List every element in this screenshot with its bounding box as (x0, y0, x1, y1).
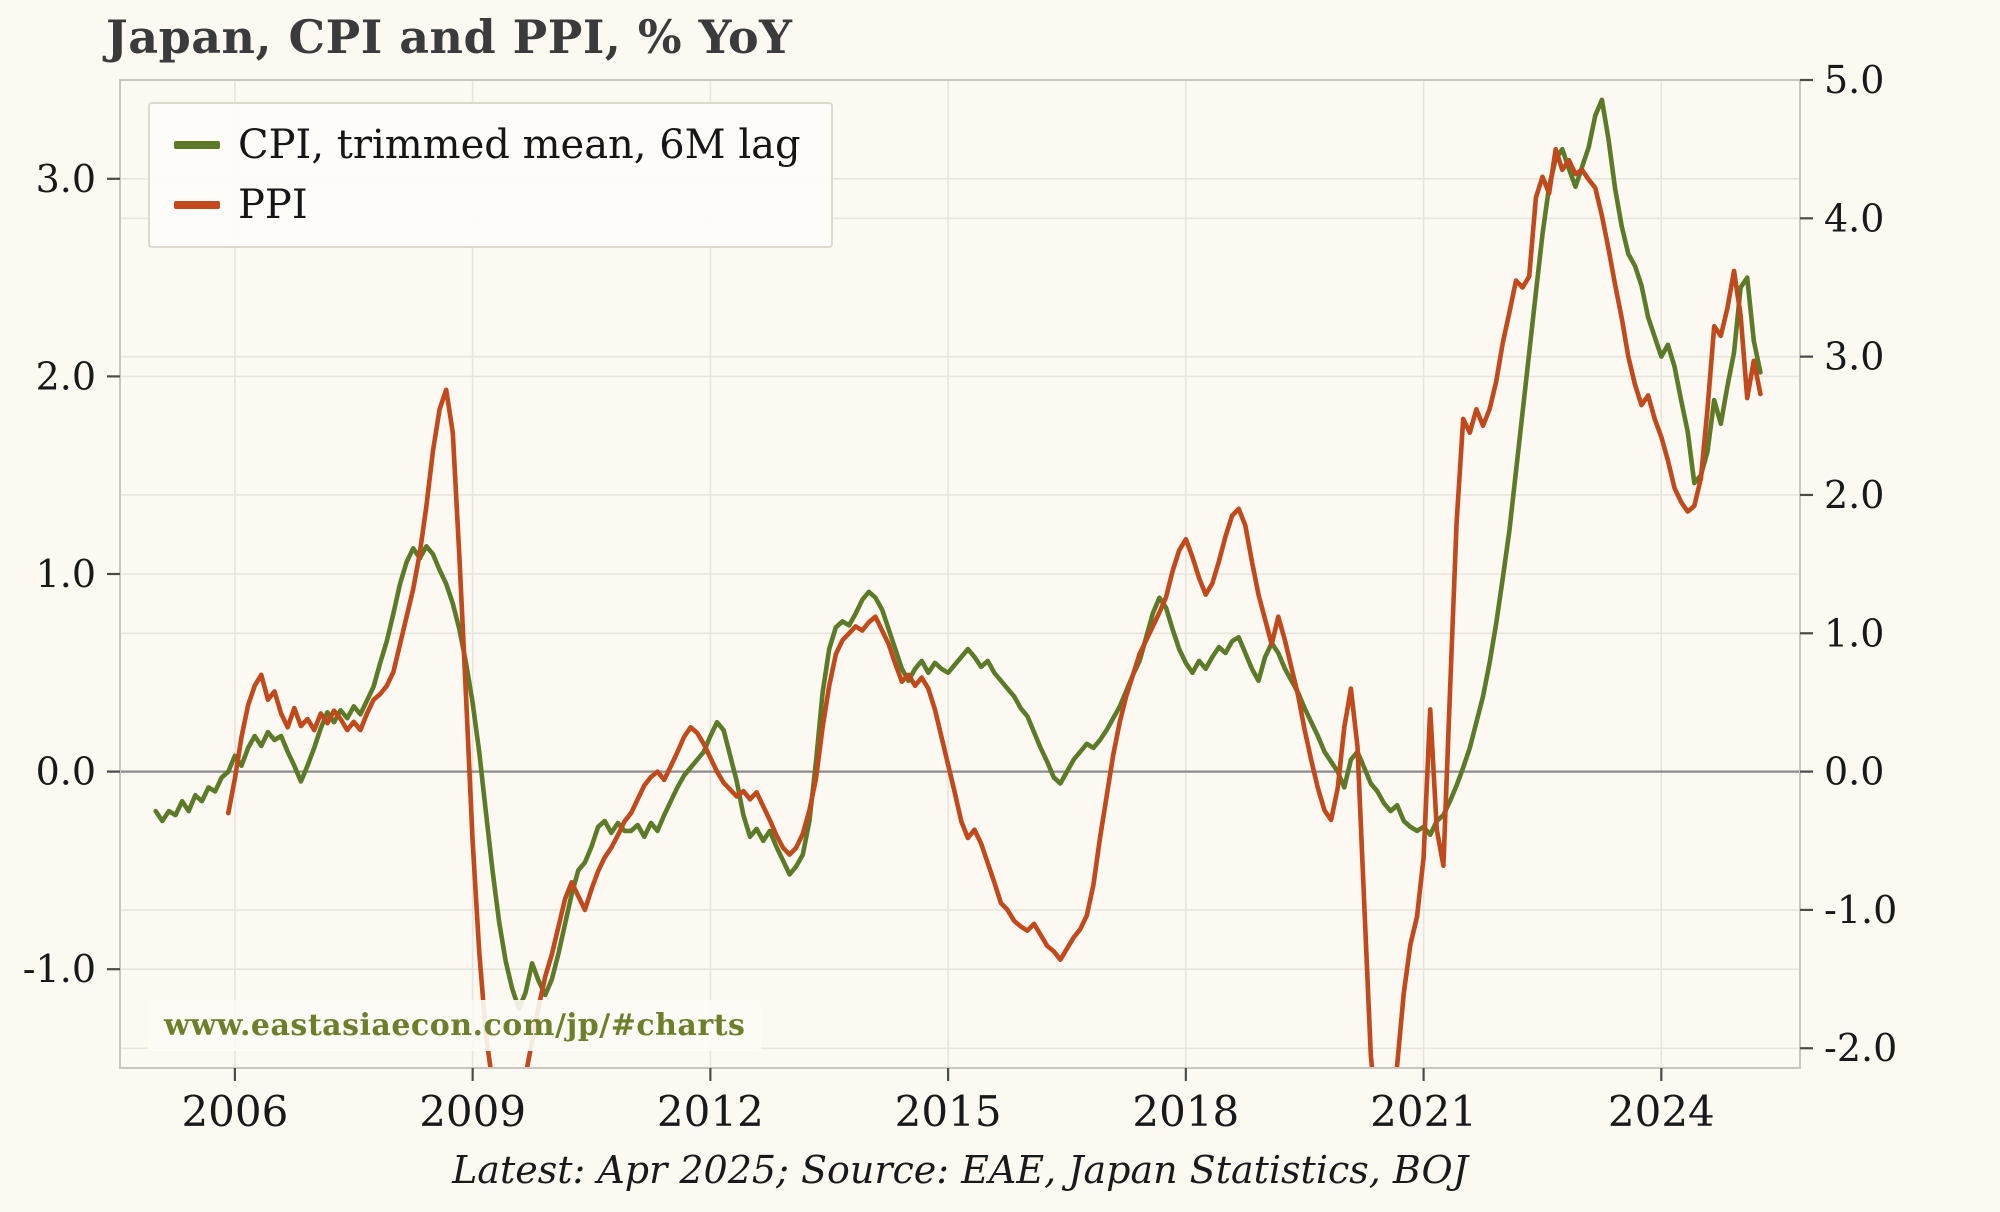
legend: CPI, trimmed mean, 6M lag PPI (148, 102, 833, 248)
right-axis-tick-label: -2.0 (1824, 1026, 1897, 1070)
left-axis-tick-label: 1.0 (36, 552, 96, 596)
chart-title: Japan, CPI and PPI, % YoY (106, 10, 793, 64)
cpi-line-swatch (174, 141, 220, 149)
right-axis-tick-label: 0.0 (1824, 750, 1884, 794)
x-axis-tick-label: 2015 (895, 1087, 1002, 1136)
x-axis-tick-label: 2021 (1370, 1087, 1477, 1136)
legend-label-cpi: CPI, trimmed mean, 6M lag (238, 122, 801, 168)
watermark-text: www.eastasiaecon.com/jp/#charts (164, 1008, 746, 1043)
legend-item-ppi: PPI (174, 182, 801, 228)
x-axis-tick-label: 2018 (1132, 1087, 1239, 1136)
x-axis-tick-label: 2012 (657, 1087, 764, 1136)
right-axis-tick-label: 3.0 (1824, 335, 1884, 379)
right-axis-tick-label: -1.0 (1824, 888, 1897, 932)
right-axis-tick-label: 5.0 (1824, 58, 1884, 102)
ppi-line (226, 146, 1763, 1068)
left-axis-tick-label: 0.0 (36, 750, 96, 794)
source-caption: Latest: Apr 2025; Source: EAE, Japan Sta… (452, 1148, 1468, 1192)
right-axis-tick-label: 2.0 (1824, 473, 1884, 517)
cpi-line (153, 97, 1763, 1012)
x-axis-tick-label: 2009 (419, 1087, 526, 1136)
legend-item-cpi: CPI, trimmed mean, 6M lag (174, 122, 801, 168)
watermark: www.eastasiaecon.com/jp/#charts (148, 1000, 762, 1051)
left-axis-tick-label: -1.0 (23, 947, 96, 991)
ppi-line-swatch (174, 201, 220, 209)
x-axis-tick-label: 2006 (181, 1087, 288, 1136)
left-axis-tick-label: 2.0 (36, 354, 96, 398)
right-axis-tick-label: 1.0 (1824, 611, 1884, 655)
x-axis-tick-label: 2024 (1608, 1087, 1715, 1136)
legend-label-ppi: PPI (238, 182, 308, 228)
right-axis-tick-label: 4.0 (1824, 196, 1884, 240)
left-axis-tick-label: 3.0 (36, 157, 96, 201)
